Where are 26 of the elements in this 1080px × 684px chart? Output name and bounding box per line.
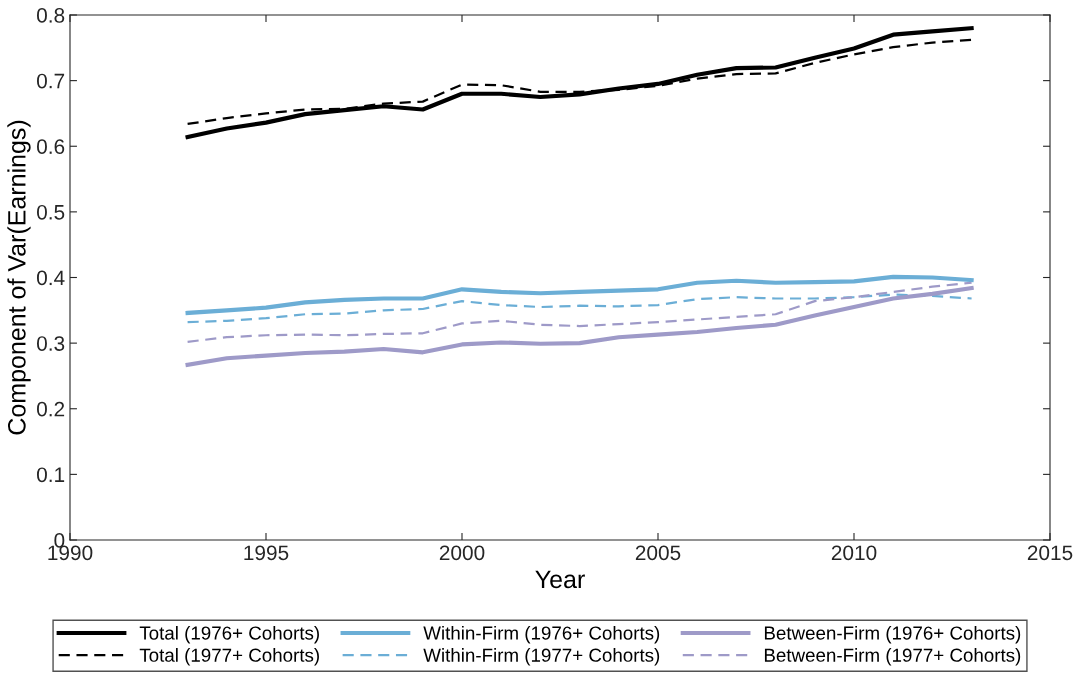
y-axis-title: Component of Var(Earnings): [7, 120, 31, 435]
y-tick-label: 0.2: [36, 401, 65, 417]
legend-label: Total (1976+ Cohorts): [139, 625, 319, 644]
line-series: [185, 274, 974, 316]
line-series: [185, 285, 974, 367]
y-tick-label: 0.4: [36, 270, 65, 286]
legend-label: Within-Firm (1976+ Cohorts): [423, 625, 660, 644]
x-tick-label: 2000: [439, 545, 485, 561]
line-series: [186, 293, 973, 324]
y-tick-label: 0.3: [36, 336, 65, 351]
x-tick-label: 2005: [635, 545, 681, 561]
y-tick-label: 0.8: [36, 8, 65, 23]
x-tick-label: 2015: [1027, 545, 1073, 561]
line-series: [185, 26, 974, 140]
x-axis-title: Year: [535, 570, 585, 589]
legend-label: Between-Firm (1976+ Cohorts): [764, 625, 1021, 644]
y-tick-label: 0.1: [36, 467, 65, 483]
y-tick-label: 0.5: [36, 204, 65, 220]
line-series: [186, 281, 973, 343]
y-tick-label: 0.6: [36, 139, 65, 154]
legend-label: Total (1977+ Cohorts): [139, 648, 319, 666]
x-tick-label: 1995: [244, 545, 289, 561]
x-tick-label: 2010: [831, 545, 877, 561]
legend-label: Between-Firm (1977+ Cohorts): [764, 648, 1021, 666]
y-tick-label: 0.7: [36, 73, 65, 89]
legend-label: Within-Firm (1977+ Cohorts): [423, 648, 660, 666]
